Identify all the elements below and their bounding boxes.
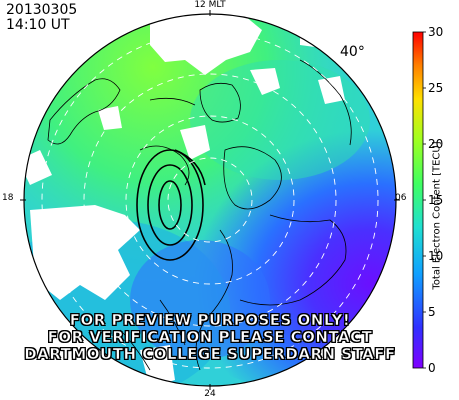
colorbar-tick-5: 5	[428, 305, 436, 319]
tec-map-field	[24, 14, 396, 386]
data-gap-patches	[24, 14, 345, 386]
colorbar-tick-25: 25	[428, 81, 444, 95]
mlt-label-left: 18	[2, 193, 14, 203]
colorbar-tick-15: 15	[428, 193, 444, 207]
coastlines	[47, 59, 352, 371]
convection-contours	[136, 149, 206, 261]
mlt-label-right: 06	[395, 193, 407, 203]
colorbar-tick-30: 30	[428, 25, 444, 39]
colorbar-tick-0: 0	[428, 361, 436, 375]
watermark-line-3: DARTMOUTH COLLEGE SUPERDARN STAFF	[24, 345, 396, 363]
colorbar-label: Total Electron Content [TECU]	[431, 141, 443, 290]
colorbar-tick-20: 20	[428, 137, 444, 151]
date-label: 20130305	[6, 2, 78, 18]
mlt-label-bottom: 24	[204, 389, 216, 399]
latitude-label: 40°	[340, 44, 365, 60]
watermark-line-2: FOR VERIFICATION PLEASE CONTACT	[47, 328, 373, 346]
latitude-circles	[41, 31, 379, 369]
time-label: 14:10 UT	[6, 17, 70, 33]
watermark-line-1: FOR PREVIEW PURPOSES ONLY!	[69, 311, 351, 329]
mlt-ticks	[20, 10, 400, 390]
colorbar-tick-10: 10	[428, 249, 444, 263]
colorbar-tick-marks	[423, 31, 426, 369]
preview-watermark: FOR PREVIEW PURPOSES ONLY! FOR VERIFICAT…	[0, 311, 420, 363]
mlt-label-top: 12 MLT	[194, 0, 226, 10]
